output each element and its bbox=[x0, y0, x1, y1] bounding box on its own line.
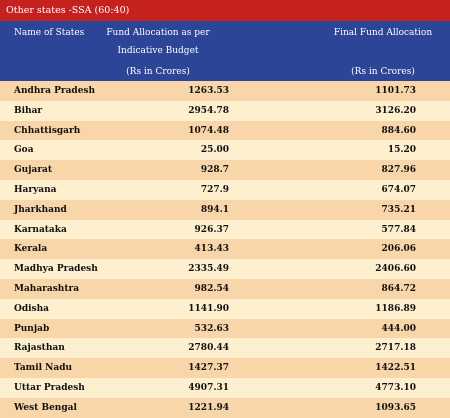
table-row: Punjab 532.63 444.00 bbox=[0, 318, 450, 339]
table-row: Uttar Pradesh 4907.31 4773.10 bbox=[0, 377, 450, 398]
cell-state-name: Odisha bbox=[14, 303, 49, 314]
cell-state-name: Rajasthan bbox=[14, 343, 65, 354]
cell-budget: 928.7 bbox=[200, 165, 229, 176]
cell-budget: 1221.94 bbox=[188, 402, 229, 413]
table-body: Andhra Pradesh 1263.53 1101.73 Bihar 2954.78… bbox=[0, 81, 450, 418]
table-row: Madhya Pradesh 2335.49 2406.60 bbox=[0, 259, 450, 279]
cell-final: 1101.73 bbox=[375, 86, 416, 96]
cell-final: 864.72 bbox=[381, 283, 416, 294]
cell-budget: 1141.90 bbox=[188, 303, 229, 314]
cell-budget: 4907.31 bbox=[188, 382, 229, 393]
cell-state-name: Goa bbox=[14, 145, 34, 156]
table-row: Haryana 727.9 674.07 bbox=[0, 179, 450, 200]
table-header: Name of States Fund Allocation as per In… bbox=[0, 21, 450, 81]
cell-state-name: Maharashtra bbox=[14, 283, 80, 294]
cell-budget: 2335.49 bbox=[188, 264, 229, 275]
table-row: West Bengal 1221.94 1093.65 bbox=[0, 397, 450, 418]
header-final-unit: (Rs in Crores) bbox=[351, 67, 415, 77]
cell-final: 15.20 bbox=[387, 145, 416, 156]
table-row: Jharkhand 894.1 735.21 bbox=[0, 199, 450, 220]
cell-budget: 1263.53 bbox=[188, 86, 229, 96]
table-row: Kerala 413.43 206.06 bbox=[0, 239, 450, 260]
cell-state-name: Madhya Pradesh bbox=[14, 264, 98, 275]
cell-final: 735.21 bbox=[381, 204, 416, 215]
cell-budget: 894.1 bbox=[200, 204, 229, 215]
header-final-line1: Final Fund Allocation bbox=[333, 28, 433, 38]
header-budget-line2: Indicative Budget bbox=[117, 46, 199, 56]
cell-budget: 727.9 bbox=[200, 184, 229, 195]
cell-final: 674.07 bbox=[381, 184, 416, 195]
cell-budget: 982.54 bbox=[194, 283, 229, 294]
table-row: Andhra Pradesh 1263.53 1101.73 bbox=[0, 81, 450, 101]
cell-budget: 25.00 bbox=[200, 145, 229, 156]
cell-budget: 926.37 bbox=[194, 224, 229, 235]
table-title: Other states -SSA (60:40) bbox=[0, 0, 450, 21]
cell-final: 2406.60 bbox=[375, 264, 416, 275]
cell-state-name: Uttar Pradesh bbox=[14, 382, 85, 393]
table-row: Karnataka 926.37 577.84 bbox=[0, 219, 450, 240]
header-budget-line1: Fund Allocation as per bbox=[106, 28, 210, 38]
header-state-name: Name of States bbox=[14, 28, 85, 38]
cell-final: 206.06 bbox=[381, 244, 416, 255]
table-row: Odisha 1141.90 1186.89 bbox=[0, 298, 450, 319]
cell-budget: 1427.37 bbox=[188, 363, 229, 374]
table-row: Rajasthan 2780.44 2717.18 bbox=[0, 338, 450, 359]
cell-final: 827.96 bbox=[381, 165, 416, 176]
cell-budget: 413.43 bbox=[194, 244, 229, 255]
cell-budget: 532.63 bbox=[194, 323, 229, 334]
table-row: Goa 25.00 15.20 bbox=[0, 140, 450, 161]
cell-final: 1186.89 bbox=[375, 303, 416, 314]
table-row: Gujarat 928.7 827.96 bbox=[0, 160, 450, 180]
cell-state-name: Haryana bbox=[14, 184, 57, 195]
cell-state-name: Chhattisgarh bbox=[14, 125, 81, 136]
table-row: Maharashtra 982.54 864.72 bbox=[0, 278, 450, 299]
cell-final: 577.84 bbox=[381, 224, 416, 235]
cell-budget: 1074.48 bbox=[188, 125, 229, 136]
cell-state-name: Kerala bbox=[14, 244, 48, 255]
cell-state-name: Jharkhand bbox=[14, 204, 67, 215]
cell-state-name: Tamil Nadu bbox=[14, 363, 73, 374]
table-row: Bihar 2954.78 3126.20 bbox=[0, 100, 450, 121]
table-row: Tamil Nadu 1427.37 1422.51 bbox=[0, 358, 450, 378]
cell-budget: 2954.78 bbox=[188, 105, 229, 116]
cell-state-name: Bihar bbox=[14, 105, 43, 116]
cell-final: 3126.20 bbox=[375, 105, 416, 116]
cell-final: 1093.65 bbox=[375, 402, 416, 413]
cell-final: 444.00 bbox=[381, 323, 416, 334]
table-row: Chhattisgarh 1074.48 884.60 bbox=[0, 120, 450, 141]
cell-final: 2717.18 bbox=[375, 343, 416, 354]
cell-final: 4773.10 bbox=[375, 382, 416, 393]
cell-state-name: Punjab bbox=[14, 323, 50, 334]
cell-state-name: Andhra Pradesh bbox=[14, 86, 96, 96]
header-budget-unit: (Rs in Crores) bbox=[126, 67, 190, 77]
cell-state-name: West Bengal bbox=[14, 402, 77, 413]
cell-state-name: Karnataka bbox=[14, 224, 67, 235]
cell-state-name: Gujarat bbox=[14, 165, 53, 176]
cell-final: 1422.51 bbox=[375, 363, 416, 374]
cell-final: 884.60 bbox=[381, 125, 416, 136]
cell-budget: 2780.44 bbox=[188, 343, 229, 354]
